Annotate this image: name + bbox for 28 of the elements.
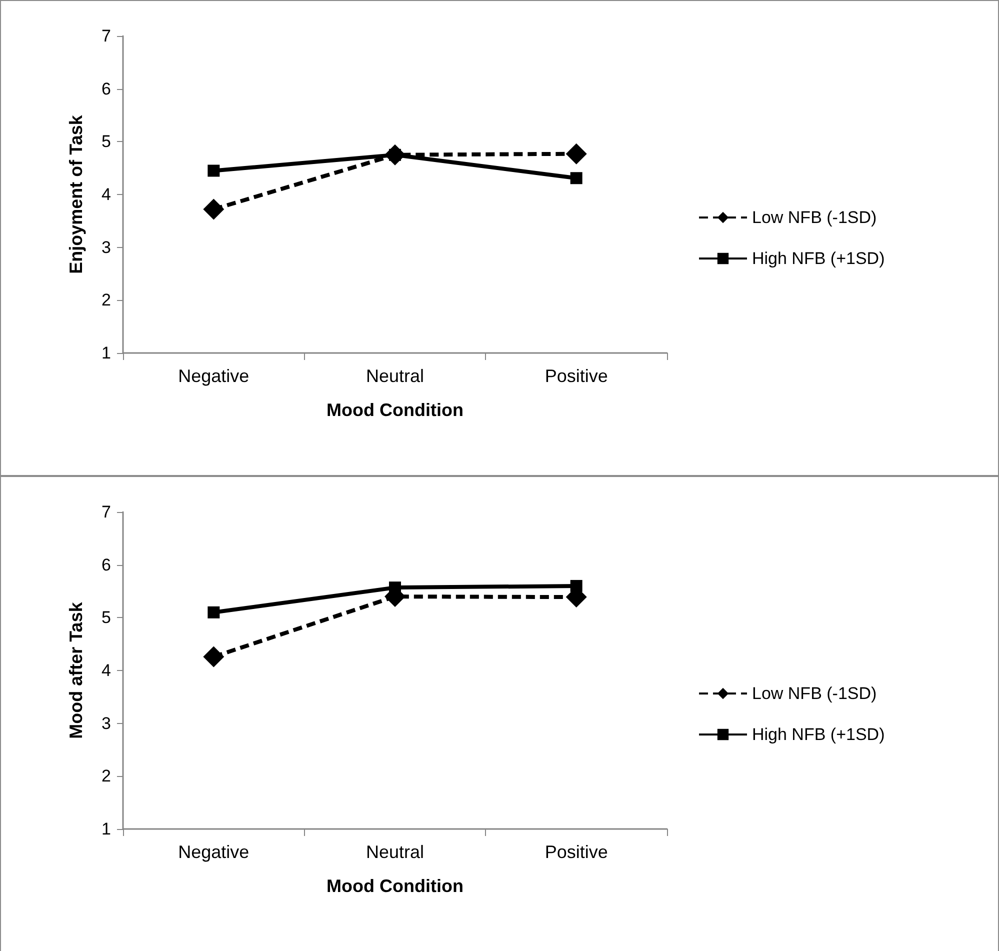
- y-tick-label: 7: [102, 502, 111, 522]
- y-tick-label: 6: [102, 555, 111, 574]
- y-tick-label: 1: [102, 820, 111, 838]
- x-tick-label: Negative: [178, 842, 250, 862]
- y-tick-label: 3: [102, 238, 111, 257]
- x-tick-label: Positive: [544, 842, 608, 862]
- legend-label: Low NFB (-1SD): [752, 208, 877, 227]
- y-tick-label: 2: [102, 766, 111, 786]
- y-tick-label: 4: [102, 661, 111, 680]
- y-tick-label: 5: [102, 132, 111, 152]
- y-axis-title: Enjoyment of Task: [66, 114, 86, 274]
- x-tick-label: Neutral: [366, 842, 424, 862]
- legend-label: Low NFB (-1SD): [752, 684, 877, 703]
- y-axis-title: Mood after Task: [66, 601, 86, 739]
- legend-label: High NFB (+1SD): [752, 725, 885, 744]
- legend-label: High NFB (+1SD): [752, 249, 885, 268]
- y-tick-label: 5: [102, 608, 111, 628]
- y-tick-label: 2: [102, 290, 111, 310]
- x-tick-label: Neutral: [366, 366, 424, 386]
- x-tick-label: Positive: [544, 366, 608, 386]
- y-tick-label: 3: [102, 714, 111, 733]
- y-tick-label: 6: [102, 79, 111, 98]
- y-tick-label: 1: [102, 344, 111, 362]
- x-axis-title: Mood Condition: [326, 400, 464, 420]
- y-tick-label: 4: [102, 185, 111, 204]
- y-tick-label: 7: [102, 26, 111, 46]
- x-axis-title: Mood Condition: [326, 876, 464, 896]
- x-tick-label: Negative: [178, 366, 250, 386]
